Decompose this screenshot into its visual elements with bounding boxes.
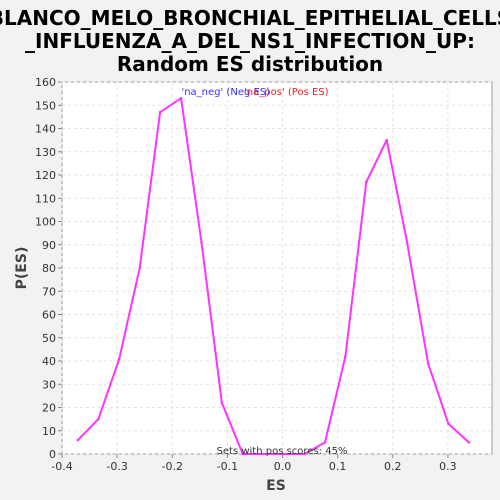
chart-title-line-1: BLANCO_MELO_BRONCHIAL_EPITHELIAL_CELLS — [0, 6, 500, 30]
x-tick-label: 0.3 — [439, 460, 457, 473]
data-point — [118, 357, 121, 360]
data-point — [261, 452, 265, 456]
legend: 'na_neg' (Neg ES)'na_pos' (Pos ES) — [181, 87, 328, 98]
y-tick-label: 110 — [35, 192, 56, 205]
y-tick-label: 140 — [35, 123, 56, 136]
data-point — [138, 266, 142, 270]
data-point — [179, 96, 183, 100]
y-tick-label: 10 — [42, 425, 56, 438]
data-point — [303, 452, 306, 456]
data-point — [220, 401, 224, 405]
x-axis-label: ES — [266, 478, 286, 494]
chart-title-line-2: _INFLUENZA_A_DEL_NS1_INFECTION_UP: — [25, 29, 475, 53]
x-tick-label: -0.2 — [162, 460, 183, 473]
legend-neg-es: 'na_neg' (Neg ES) — [181, 87, 270, 98]
y-axis-ticks: 0 10 20 30 40 50 60 70 80 90 100 110 120 130 140 150 160 — [35, 76, 62, 461]
x-tick-label: 0.0 — [274, 460, 292, 473]
x-tick-label: 0.1 — [329, 460, 347, 473]
data-point — [158, 110, 162, 114]
y-tick-label: 160 — [35, 76, 56, 89]
data-point — [282, 452, 285, 456]
series-layer — [76, 96, 471, 456]
y-tick-label: 100 — [35, 216, 56, 229]
y-tick-label: 150 — [35, 99, 56, 112]
x-tick-label: -0.3 — [106, 460, 127, 473]
data-point — [323, 441, 327, 444]
x-tick-label: -0.1 — [217, 460, 238, 473]
y-tick-label: 30 — [42, 378, 56, 391]
y-tick-label: 50 — [42, 332, 56, 345]
data-point — [76, 438, 80, 442]
data-point — [200, 241, 203, 244]
y-tick-label: 120 — [35, 169, 56, 182]
data-point — [426, 362, 430, 365]
x-tick-label: -0.4 — [51, 460, 72, 473]
data-point — [447, 422, 450, 426]
y-tick-label: 70 — [42, 285, 56, 298]
y-tick-label: 60 — [42, 309, 56, 322]
x-axis-ticks: -0.4 -0.3 -0.2 -0.1 0.0 0.1 0.2 0.3 — [51, 454, 457, 473]
data-point — [405, 241, 409, 244]
y-tick-label: 0 — [49, 448, 56, 461]
data-point — [97, 417, 100, 421]
data-point — [365, 180, 368, 184]
pos-scores-annotation: Sets with pos scores: 45% — [217, 446, 348, 457]
data-point — [241, 452, 245, 456]
data-point — [385, 138, 389, 142]
y-tick-label: 90 — [42, 239, 56, 252]
es-distribution-line — [77, 97, 470, 455]
y-tick-label: 20 — [42, 402, 56, 415]
data-point — [344, 355, 347, 358]
chart-title-line-3: Random ES distribution — [117, 52, 383, 76]
y-tick-label: 130 — [35, 146, 56, 159]
grid-lines — [61, 81, 492, 455]
plot-area — [61, 81, 493, 455]
data-point — [467, 441, 471, 444]
x-tick-label: 0.2 — [384, 460, 402, 473]
y-tick-label: 40 — [42, 355, 56, 368]
y-axis-label: P(ES) — [14, 247, 30, 290]
y-tick-label: 80 — [42, 262, 56, 275]
legend-pos-es: 'na_pos' (Pos ES) — [244, 87, 329, 98]
